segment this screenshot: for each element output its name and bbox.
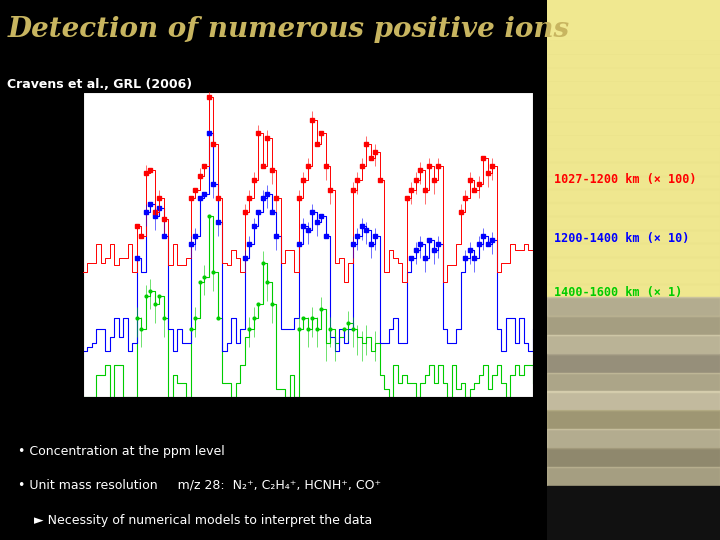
X-axis label: Mass (Daltons): Mass (Daltons) — [261, 423, 354, 436]
Bar — [547, 176, 720, 189]
Text: ► Necessity of numerical models to interpret the data: ► Necessity of numerical models to inter… — [34, 514, 372, 527]
Y-axis label: Density (cm⁻³): Density (cm⁻³) — [0, 198, 10, 291]
Text: • Concentration at the ppm level: • Concentration at the ppm level — [18, 444, 225, 457]
Bar — [547, 243, 720, 256]
Bar — [547, 94, 720, 108]
Text: Cravens et al., GRL (2006): Cravens et al., GRL (2006) — [7, 78, 192, 91]
Bar — [547, 373, 720, 392]
Bar — [547, 284, 720, 297]
Bar — [547, 392, 720, 410]
Bar — [547, 429, 720, 448]
Text: • Unit mass resolution     m/z 28:  N₂⁺, C₂H₄⁺, HCNH⁺, CO⁺: • Unit mass resolution m/z 28: N₂⁺, C₂H₄… — [18, 478, 381, 491]
Bar — [547, 108, 720, 122]
Bar — [547, 148, 720, 162]
Bar — [547, 54, 720, 68]
Bar — [547, 40, 720, 54]
Bar — [547, 230, 720, 243]
Bar — [547, 410, 720, 429]
Bar — [547, 467, 720, 486]
Bar — [547, 270, 720, 284]
Text: 1200-1400 km (× 10): 1200-1400 km (× 10) — [554, 232, 690, 245]
Bar — [547, 68, 720, 81]
Bar — [547, 448, 720, 467]
Bar — [547, 354, 720, 373]
Bar — [547, 0, 720, 297]
Text: 1027-1200 km (× 100): 1027-1200 km (× 100) — [554, 173, 697, 186]
Bar — [547, 216, 720, 229]
Bar — [547, 162, 720, 176]
Bar — [547, 316, 720, 335]
Text: Detection of numerous positive ions: Detection of numerous positive ions — [7, 16, 570, 43]
Bar — [547, 335, 720, 354]
Bar — [547, 135, 720, 148]
Bar — [547, 297, 720, 316]
Bar — [547, 81, 720, 94]
Text: 1400-1600 km (× 1): 1400-1600 km (× 1) — [554, 286, 683, 299]
Bar — [547, 27, 720, 40]
Bar — [547, 189, 720, 202]
Bar — [547, 202, 720, 216]
Bar — [547, 486, 720, 540]
Bar — [547, 122, 720, 135]
Bar — [547, 256, 720, 270]
